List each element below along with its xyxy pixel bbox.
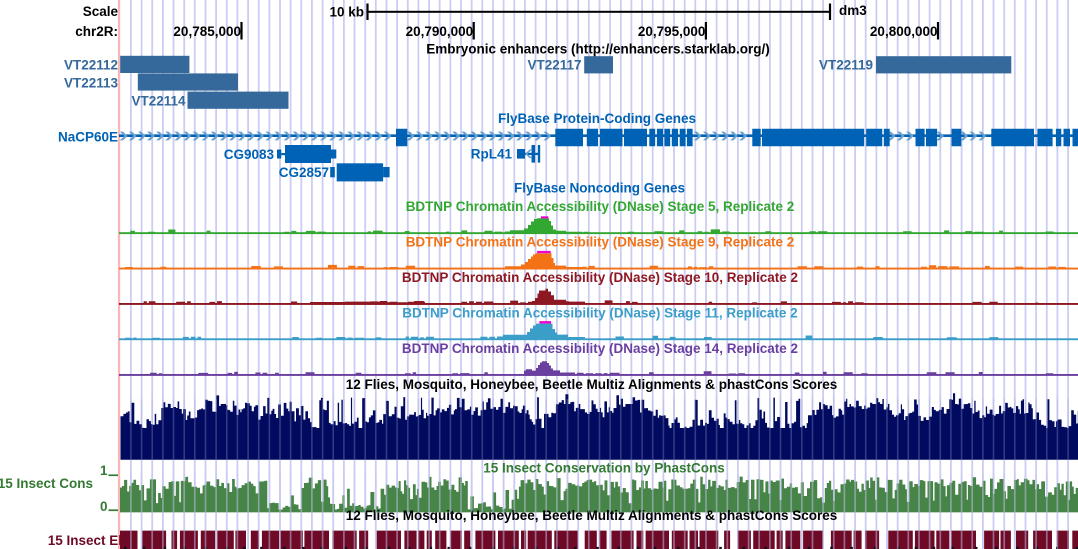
svg-text:20,800,000: 20,800,000 bbox=[870, 24, 938, 39]
svg-text:VT22114: VT22114 bbox=[131, 94, 186, 109]
svg-text:NaCP60E: NaCP60E bbox=[58, 130, 118, 145]
svg-text:CG9083: CG9083 bbox=[224, 147, 275, 162]
svg-text:VT22112: VT22112 bbox=[64, 58, 118, 73]
svg-text:VT22117: VT22117 bbox=[527, 58, 581, 73]
svg-text:15 Insect Cons: 15 Insect Cons bbox=[0, 476, 93, 491]
svg-text:BDTNP Chromatin Accessibility: BDTNP Chromatin Accessibility (DNase) St… bbox=[402, 270, 798, 285]
svg-text:1: 1 bbox=[100, 463, 108, 478]
svg-text:FlyBase Noncoding Genes: FlyBase Noncoding Genes bbox=[514, 181, 685, 196]
svg-text:12 Flies, Mosquito, Honeybee,: 12 Flies, Mosquito, Honeybee, Beetle Mul… bbox=[346, 377, 838, 392]
svg-text:20,790,000: 20,790,000 bbox=[406, 24, 474, 39]
svg-text:10 kb: 10 kb bbox=[329, 5, 364, 20]
svg-text:BDTNP Chromatin Accessibility: BDTNP Chromatin Accessibility (DNase) St… bbox=[406, 234, 795, 249]
svg-text:BDTNP Chromatin Accessibility: BDTNP Chromatin Accessibility (DNase) St… bbox=[402, 305, 797, 320]
svg-text:FlyBase Protein-Coding Genes: FlyBase Protein-Coding Genes bbox=[498, 111, 696, 126]
svg-text:VT22113: VT22113 bbox=[64, 75, 119, 90]
svg-text:Scale: Scale bbox=[83, 4, 119, 19]
svg-text:CG2857: CG2857 bbox=[279, 165, 329, 180]
svg-text:12 Flies, Mosquito, Honeybee,: 12 Flies, Mosquito, Honeybee, Beetle Mul… bbox=[346, 508, 838, 523]
svg-text:BDTNP Chromatin Accessibility: BDTNP Chromatin Accessibility (DNase) St… bbox=[406, 199, 795, 214]
svg-text:Embryonic enhancers (http://en: Embryonic enhancers (http://enhancers.st… bbox=[426, 42, 770, 57]
svg-text:0: 0 bbox=[100, 499, 108, 514]
svg-text:15 Insect Conservation by Phas: 15 Insect Conservation by PhastCons bbox=[483, 461, 725, 476]
svg-text:20,785,000: 20,785,000 bbox=[173, 24, 241, 39]
svg-text:dm3: dm3 bbox=[839, 3, 867, 18]
svg-text:VT22119: VT22119 bbox=[819, 58, 873, 73]
svg-text:BDTNP Chromatin Accessibility: BDTNP Chromatin Accessibility (DNase) St… bbox=[402, 341, 798, 356]
svg-text:20,795,000: 20,795,000 bbox=[638, 24, 706, 39]
svg-text:RpL41: RpL41 bbox=[471, 147, 513, 162]
svg-text:15 Insect El: 15 Insect El bbox=[48, 533, 122, 548]
svg-text:chr2R:: chr2R: bbox=[75, 24, 118, 39]
